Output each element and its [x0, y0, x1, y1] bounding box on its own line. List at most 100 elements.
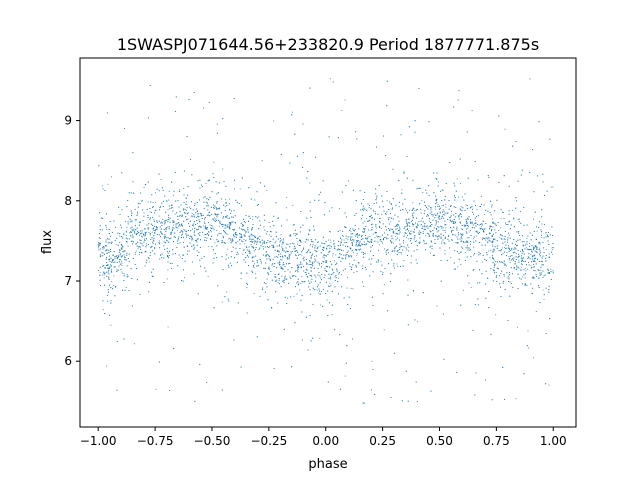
data-point: [293, 243, 295, 245]
data-point: [493, 266, 495, 268]
data-point: [296, 282, 298, 284]
data-point: [357, 236, 359, 238]
data-point: [256, 265, 258, 267]
data-point: [543, 294, 545, 296]
data-point: [193, 216, 195, 218]
data-point: [260, 260, 262, 263]
data-point: [123, 127, 126, 129]
data-point: [346, 276, 348, 278]
data-point: [341, 109, 343, 112]
data-point: [151, 250, 153, 252]
data-point: [231, 238, 233, 240]
data-point: [264, 229, 266, 231]
data-point: [199, 231, 201, 233]
data-point: [147, 257, 149, 259]
data-point: [429, 252, 431, 254]
data-point: [435, 221, 437, 223]
data-point: [367, 220, 369, 222]
data-point: [191, 174, 193, 176]
data-point: [496, 240, 498, 242]
data-point: [121, 260, 123, 262]
data-point: [436, 231, 438, 233]
data-point: [229, 208, 231, 210]
data-point: [386, 200, 388, 202]
data-point: [130, 215, 133, 217]
data-point: [335, 254, 337, 256]
data-point: [309, 210, 311, 212]
data-point: [485, 260, 487, 262]
data-point: [360, 203, 363, 205]
data-point: [547, 270, 549, 272]
data-point: [419, 241, 421, 243]
data-point: [108, 232, 110, 235]
data-point: [374, 213, 377, 215]
data-point: [329, 78, 331, 80]
data-point: [303, 256, 305, 258]
data-point: [468, 249, 470, 251]
data-point: [243, 238, 245, 241]
data-point: [435, 199, 437, 201]
data-point: [243, 229, 245, 231]
data-point: [414, 131, 416, 133]
data-point: [269, 246, 271, 248]
data-point: [167, 255, 169, 257]
data-point: [225, 258, 227, 260]
data-point: [491, 229, 493, 231]
data-point: [176, 223, 178, 225]
data-point: [453, 214, 455, 216]
data-point: [459, 214, 461, 216]
data-point: [535, 311, 537, 313]
data-point: [145, 262, 147, 264]
data-point: [332, 255, 334, 257]
data-point: [101, 251, 103, 253]
data-point: [216, 230, 218, 232]
data-point: [326, 299, 328, 301]
data-point: [230, 256, 232, 258]
data-point: [499, 275, 501, 277]
data-point: [441, 227, 443, 229]
data-point: [480, 203, 482, 205]
data-point: [430, 245, 432, 247]
data-point: [371, 226, 373, 228]
data-point: [353, 230, 356, 232]
data-point: [192, 223, 195, 225]
data-point: [216, 132, 218, 134]
data-point: [187, 222, 190, 225]
data-point: [407, 400, 409, 402]
data-point: [378, 218, 381, 220]
data-point: [166, 278, 168, 280]
data-point: [246, 282, 248, 284]
data-point: [523, 253, 525, 255]
data-point: [525, 246, 527, 248]
data-point: [337, 137, 339, 139]
data-point: [456, 229, 458, 231]
data-point: [492, 245, 494, 247]
data-point: [222, 225, 224, 227]
data-point: [456, 178, 458, 180]
data-point: [376, 197, 378, 199]
data-point: [457, 266, 459, 268]
data-point: [351, 249, 353, 251]
data-point: [110, 270, 112, 272]
data-point: [363, 230, 366, 232]
data-point: [543, 223, 546, 225]
data-point: [163, 200, 165, 202]
data-point: [390, 241, 392, 243]
data-point: [458, 90, 460, 92]
data-point: [485, 222, 487, 225]
data-point: [505, 244, 507, 246]
data-point: [428, 225, 430, 227]
data-point: [150, 223, 152, 225]
data-point: [260, 182, 262, 184]
data-point: [243, 234, 245, 236]
data-point: [453, 222, 455, 225]
data-point: [344, 375, 346, 377]
data-point: [101, 229, 103, 231]
data-point: [517, 218, 519, 220]
data-point: [193, 204, 196, 207]
data-point: [383, 284, 385, 286]
data-point: [131, 221, 133, 223]
data-point: [255, 246, 257, 249]
data-point: [514, 260, 516, 262]
data-point: [217, 207, 219, 210]
